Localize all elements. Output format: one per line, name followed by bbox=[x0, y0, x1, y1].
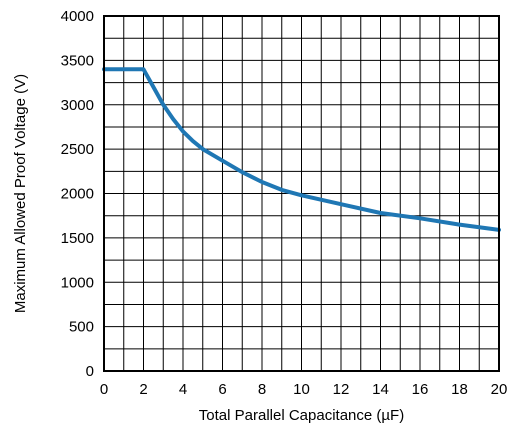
x-tick-label: 18 bbox=[451, 381, 468, 398]
series-layer bbox=[102, 67, 501, 232]
x-tick-label: 10 bbox=[293, 381, 310, 398]
x-axis-title: Total Parallel Capacitance (µF) bbox=[199, 407, 404, 424]
plot-frame bbox=[103, 15, 500, 372]
y-tick-label: 4000 bbox=[61, 8, 94, 25]
y-tick-label: 1500 bbox=[61, 230, 94, 247]
x-tick-label: 12 bbox=[333, 381, 350, 398]
x-tick-label: 20 bbox=[491, 381, 508, 398]
x-tick-label: 14 bbox=[372, 381, 389, 398]
y-tick-label: 3000 bbox=[61, 97, 94, 114]
x-tick-label: 6 bbox=[218, 381, 226, 398]
y-tick-label: 0 bbox=[86, 363, 94, 380]
y-tick-label: 3500 bbox=[61, 52, 94, 69]
x-tick-label: 4 bbox=[179, 381, 187, 398]
y-tick-label: 500 bbox=[69, 319, 94, 336]
y-tick-label: 2000 bbox=[61, 186, 94, 203]
y-tick-labels: 0 500 1000 1500 2000 2500 3000 3500 4000 bbox=[61, 8, 94, 380]
series-line-0 bbox=[102, 67, 501, 232]
x-tick-label: 2 bbox=[139, 381, 147, 398]
x-tick-label: 8 bbox=[258, 381, 266, 398]
x-tick-label: 16 bbox=[412, 381, 429, 398]
x-tick-labels: 0 2 4 6 8 10 12 14 16 18 20 bbox=[100, 381, 508, 398]
y-axis-title: Maximum Allowed Proof Voltage (V) bbox=[12, 74, 29, 313]
y-tick-label: 1000 bbox=[61, 274, 94, 291]
x-tick-label: 0 bbox=[100, 381, 108, 398]
y-tick-label: 2500 bbox=[61, 141, 94, 158]
